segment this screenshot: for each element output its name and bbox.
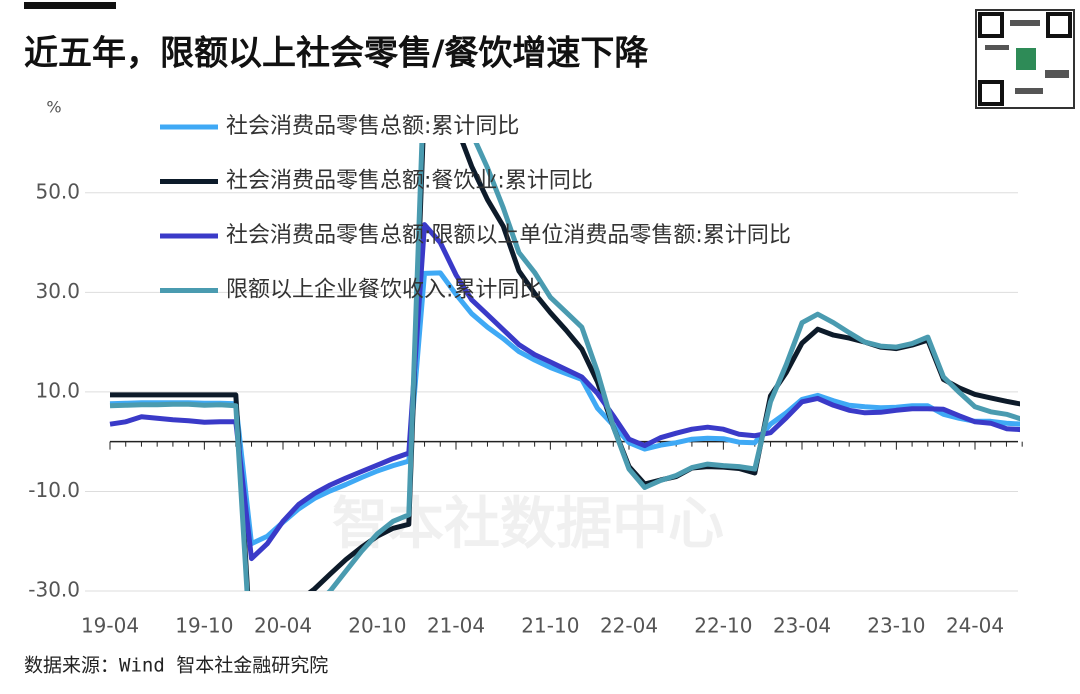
y-unit: %: [46, 98, 61, 117]
plot-lines: [109, 143, 1020, 591]
watermark: 智本社数据中心: [332, 492, 724, 557]
legend-label: 社会消费品零售总额:累计同比: [226, 114, 519, 139]
x-tick-label: 23-10: [867, 614, 925, 638]
x-tick-label: 22-04: [600, 614, 658, 638]
x-tick-label: 20-10: [348, 614, 406, 638]
y-tick-label: 30.0: [35, 279, 80, 303]
y-tick-label: -30.0: [28, 578, 80, 602]
legend-label: 社会消费品零售总额:限额以上单位消费品零售额:累计同比: [226, 223, 791, 248]
x-tick-label: 24-04: [946, 614, 1004, 638]
legend-label: 限额以上企业餐饮收入:累计同比: [226, 278, 541, 303]
y-tick-label: -10.0: [28, 478, 80, 502]
x-tick-label: 22-10: [694, 614, 752, 638]
x-tick-label: 21-10: [521, 614, 579, 638]
x-tick-label: 20-04: [254, 614, 312, 638]
source-note: 数据来源：Wind 智本社金融研究院: [24, 655, 328, 677]
x-tick-label: 19-10: [175, 614, 233, 638]
series-line: [109, 222, 1020, 562]
y-tick-label: 50.0: [35, 179, 80, 203]
y-tick-label: 10.0: [35, 378, 80, 402]
x-tick-label: 23-04: [773, 614, 831, 638]
chart-title: 近五年，限额以上社会零售/餐饮增速下降: [24, 34, 649, 74]
series-line: [109, 143, 1020, 591]
x-tick-label: 21-04: [427, 614, 485, 638]
qr-code: [975, 9, 1075, 109]
series-line: [109, 270, 1020, 547]
legend-label: 社会消费品零售总额:餐饮业:累计同比: [226, 169, 593, 194]
x-tick-label: 19-04: [81, 614, 139, 638]
title-bar: [24, 2, 116, 9]
